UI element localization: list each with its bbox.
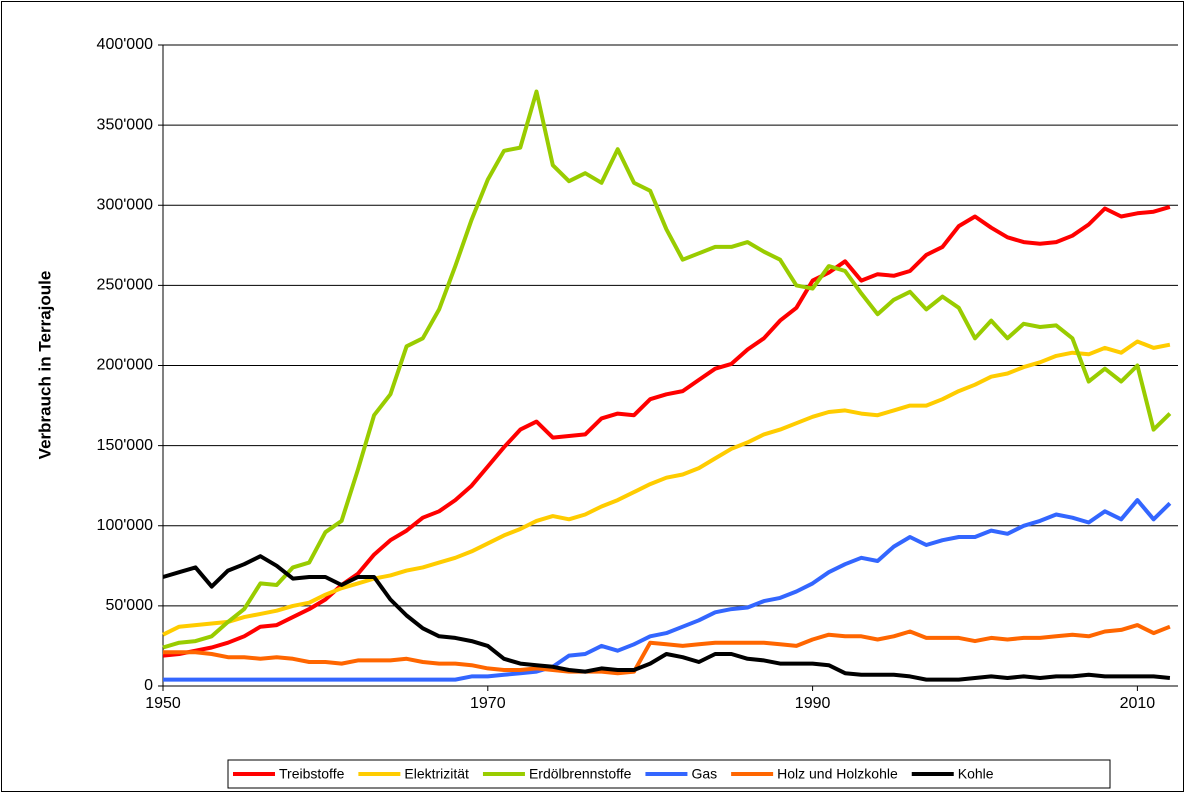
y-tick-label: 300'000 [97,196,154,213]
x-tick-label: 1970 [470,695,506,712]
y-axis-label: Verbrauch in Terrajoule [35,271,54,460]
x-tick-label: 1990 [795,695,831,712]
legend-label: Erdölbrennstoffe [529,766,632,782]
line-series [162,89,1172,650]
y-tick-label: 350'000 [97,116,154,133]
line-series [163,623,1171,676]
legend-label: Treibstoffe [279,766,345,782]
legend-label: Kohle [958,766,994,782]
y-tick-label: 250'000 [97,277,154,294]
x-tick-label: 2010 [1120,695,1156,712]
y-tick-label: 100'000 [97,517,154,534]
legend-label: Elektrizität [404,766,469,782]
y-tick-label: 200'000 [97,357,154,374]
legend: Treibstoffe Elektrizität Erdölbrennstoffe G… [233,766,994,782]
y-tick-label: 0 [144,677,153,694]
y-tick-label: 150'000 [97,437,154,454]
line-series [162,554,1171,682]
line-series [163,498,1172,682]
x-tick-label: 1950 [145,695,181,712]
legend-label: Holz und Holzkohle [777,766,898,782]
line-series [162,339,1171,637]
y-tick-label: 50'000 [105,597,153,614]
legend-label: Gas [691,766,717,782]
y-tick-label: 400'000 [97,36,154,53]
